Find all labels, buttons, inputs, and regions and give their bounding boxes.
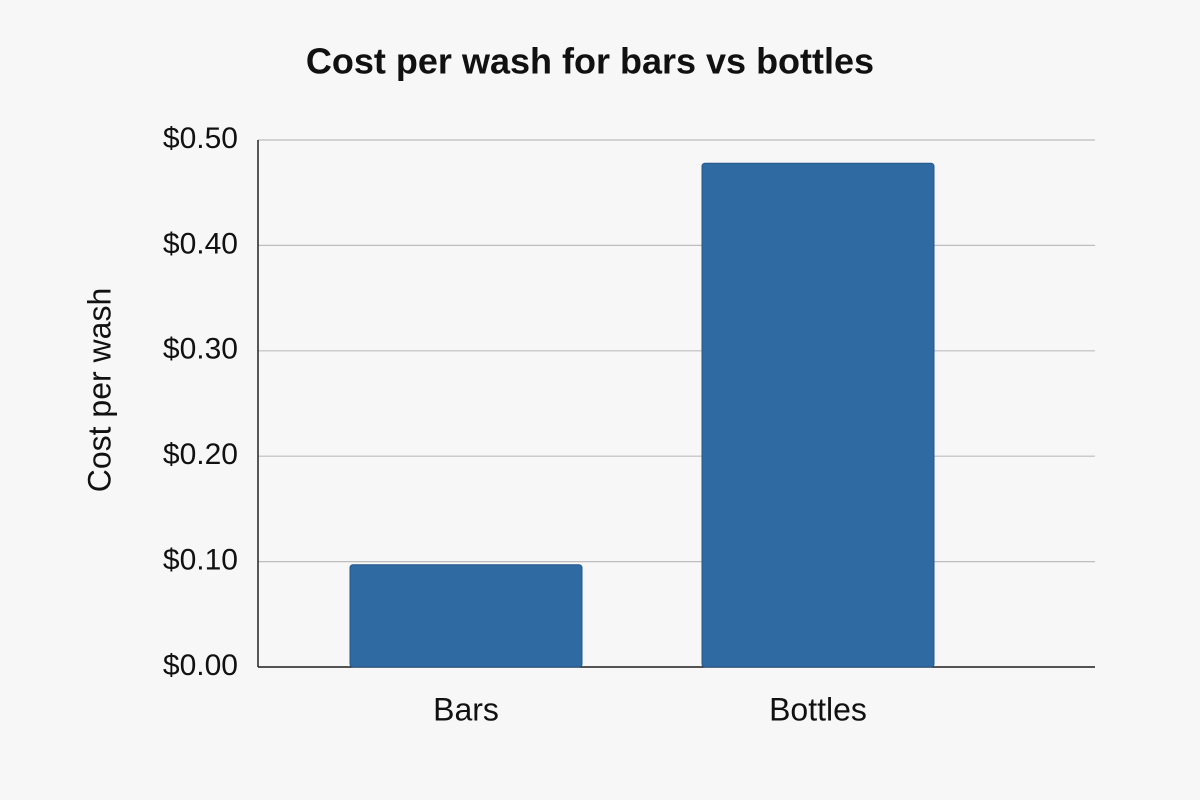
y-tick-label: $0.00	[163, 649, 238, 682]
y-tick-label: $0.10	[163, 544, 238, 577]
bar	[701, 162, 935, 668]
y-tick-label: $0.20	[163, 438, 238, 471]
chart-title: Cost per wash for bars vs bottles	[306, 41, 874, 82]
y-tick-label: $0.30	[163, 333, 238, 366]
y-axis-label: Cost per wash	[81, 288, 117, 493]
y-tick-label: $0.40	[163, 227, 238, 260]
bar	[349, 564, 583, 668]
x-tick-label: Bars	[433, 691, 499, 727]
y-tick-label: $0.50	[163, 122, 238, 155]
x-tick-label: Bottles	[769, 691, 867, 727]
